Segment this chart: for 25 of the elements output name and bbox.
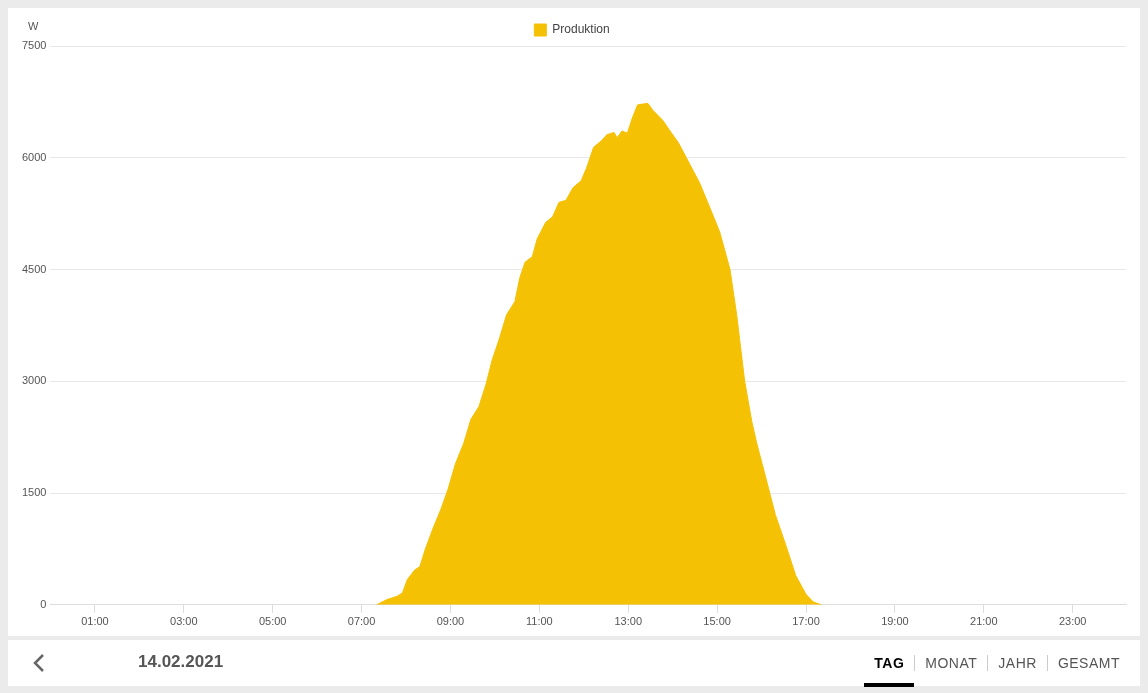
x-tick-label: 21:00 [970, 615, 998, 628]
text: 14.02.2021 [138, 652, 224, 672]
x-tick-label: 23:00 [1058, 615, 1087, 628]
text: TAG [864, 655, 915, 671]
x-tick-label: 03:00 [170, 615, 198, 628]
text: JAHR [987, 655, 1047, 671]
legend-label: Produktion [552, 22, 610, 37]
x-tick-label: 19:00 [881, 615, 909, 628]
x-tick-label: 07:00 [347, 615, 376, 628]
x-tick-label: 17:00 [792, 615, 820, 628]
x-tick-label: 05:00 [258, 615, 287, 628]
x-tick-label: 15:00 [703, 615, 731, 628]
x-tick-label: 01:00 [81, 615, 109, 628]
x-tick-label: 11:00 [525, 615, 553, 628]
text: MONAT [914, 655, 988, 671]
y-tick-label: 1500 [21, 486, 47, 499]
y-tick-label: 7500 [21, 39, 47, 52]
text: GESAMT [1046, 655, 1130, 671]
y-tick-label: 4500 [21, 262, 47, 275]
y-axis-title: W [28, 19, 39, 32]
y-tick-label: 3000 [21, 374, 47, 387]
x-tick-label: 09:00 [436, 615, 465, 628]
y-tick-label: 0 [40, 597, 47, 610]
y-tick-label: 6000 [21, 150, 47, 163]
x-tick-label: 13:00 [614, 615, 642, 628]
